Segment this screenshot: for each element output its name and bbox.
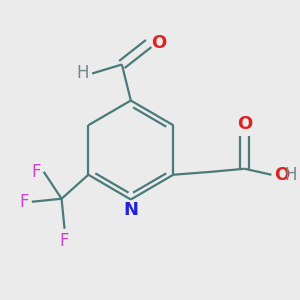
- Text: H: H: [77, 64, 89, 82]
- Text: F: F: [60, 232, 69, 250]
- Text: F: F: [31, 163, 41, 181]
- Text: N: N: [123, 201, 138, 219]
- Text: O: O: [237, 115, 252, 133]
- Text: H: H: [285, 166, 297, 184]
- Text: F: F: [20, 193, 29, 211]
- Text: O: O: [274, 166, 290, 184]
- Text: O: O: [152, 34, 167, 52]
